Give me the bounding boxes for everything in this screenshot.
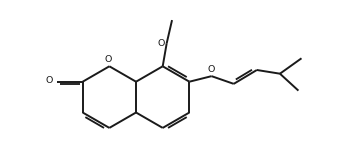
Text: O: O <box>46 76 53 85</box>
Text: O: O <box>158 39 165 48</box>
Text: O: O <box>207 65 214 74</box>
Text: O: O <box>105 55 112 64</box>
